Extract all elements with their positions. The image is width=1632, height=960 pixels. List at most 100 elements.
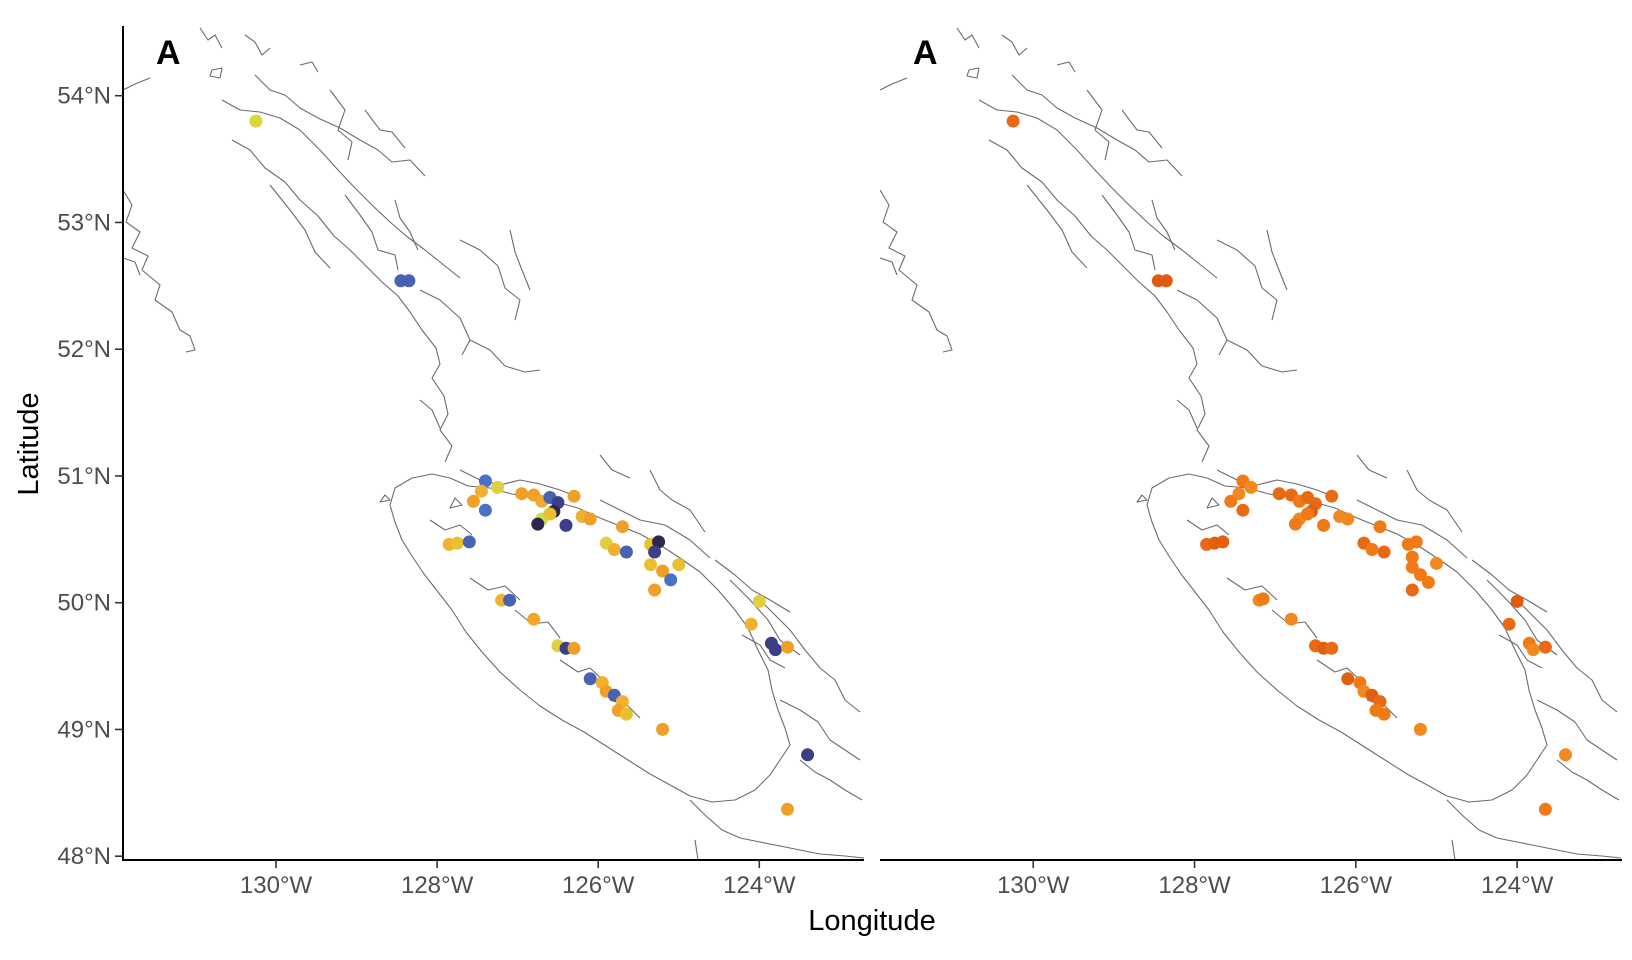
sample-point — [1325, 641, 1339, 655]
sample-point — [1526, 643, 1540, 657]
sample-point — [1502, 617, 1516, 631]
sample-point — [1409, 535, 1423, 549]
sample-point — [491, 480, 504, 494]
sample-point — [1421, 575, 1435, 589]
x-tick-label: 126°W — [562, 872, 635, 899]
sample-point — [474, 484, 488, 498]
sample-point — [752, 594, 766, 608]
x-tick-label: 126°W — [1320, 872, 1393, 899]
sample-point — [249, 114, 263, 128]
sample-point — [644, 558, 658, 572]
sample-point — [781, 640, 794, 654]
sample-point — [531, 517, 545, 531]
sample-point — [1325, 489, 1339, 503]
sample-point — [402, 274, 416, 288]
points-left — [249, 114, 815, 816]
sample-point — [583, 512, 597, 526]
y-tick-label: 50°N — [57, 590, 111, 617]
x-ticks-right: 130°W 128°W 126°W 124°W — [997, 860, 1554, 899]
coastline-right — [880, 27, 1622, 860]
x-tick-label: 130°W — [997, 872, 1070, 899]
sample-point — [503, 593, 517, 607]
map-panel-left: 54°N53°N52°N51°N50°N49°N48°N 130°W 128°W 1… — [57, 26, 864, 899]
sample-point — [450, 536, 464, 550]
sample-point — [801, 748, 815, 762]
y-axis-title: Latitude — [13, 392, 45, 495]
sample-point — [478, 503, 492, 517]
sample-point — [619, 545, 633, 559]
sample-point — [559, 518, 573, 532]
sample-point — [1216, 535, 1230, 549]
sample-point — [1341, 512, 1355, 526]
sample-point — [527, 612, 541, 626]
panel-label-right: A — [913, 34, 938, 72]
sample-point — [1232, 487, 1246, 501]
sample-point — [1405, 550, 1419, 564]
y-tick-label: 48°N — [57, 843, 111, 870]
x-tick-label: 128°W — [401, 872, 474, 899]
sample-point — [1236, 503, 1250, 517]
sample-point — [672, 558, 686, 572]
x-tick-label: 124°W — [1481, 872, 1554, 899]
sample-point — [1377, 707, 1391, 721]
sample-point — [1159, 274, 1173, 288]
sample-point — [1538, 802, 1552, 816]
sample-point — [1301, 507, 1314, 521]
sample-point — [607, 543, 621, 556]
y-tick-label: 49°N — [57, 716, 111, 743]
sample-point — [1006, 114, 1020, 128]
sample-point — [567, 641, 581, 655]
sample-point — [1341, 672, 1355, 686]
sample-point — [515, 487, 529, 501]
y-tick-label: 54°N — [57, 83, 111, 110]
sample-point — [466, 494, 480, 508]
sample-point — [1373, 520, 1387, 534]
sample-point — [1510, 594, 1524, 608]
coastline-left — [123, 27, 864, 860]
points-right — [1006, 114, 1572, 816]
sample-point — [1430, 556, 1443, 570]
y-tick-label: 53°N — [57, 209, 111, 236]
sample-point — [648, 583, 662, 597]
sample-point — [744, 617, 758, 631]
x-ticks-left: 130°W 128°W 126°W 124°W — [240, 860, 796, 899]
sample-point — [1377, 545, 1391, 559]
sample-point — [664, 573, 678, 587]
sample-point — [1224, 494, 1238, 508]
sample-point — [567, 489, 581, 503]
y-ticks-left: 54°N 53°N 52°N 51°N 50°N 49°N 48°N — [57, 83, 123, 870]
sample-point — [615, 520, 629, 534]
x-tick-label: 124°W — [723, 872, 796, 899]
sample-point — [656, 722, 670, 736]
sample-point — [1317, 518, 1331, 532]
sample-point — [478, 474, 492, 488]
sample-point — [583, 672, 597, 686]
sample-point — [656, 564, 670, 578]
sample-point — [1538, 640, 1552, 654]
x-axis-title: Longitude — [808, 905, 935, 937]
x-tick-label: 128°W — [1158, 872, 1231, 899]
sample-point — [1405, 583, 1419, 597]
sample-point — [1365, 543, 1379, 556]
sample-point — [1256, 592, 1270, 606]
x-tick-label: 130°W — [240, 872, 313, 899]
sample-point — [648, 545, 662, 559]
sample-point — [1272, 487, 1286, 501]
sample-point — [1284, 612, 1298, 626]
sample-point — [1405, 560, 1419, 574]
sample-point — [652, 535, 666, 549]
sample-point — [1413, 722, 1427, 736]
sample-point — [543, 507, 557, 521]
map-panel-right: 130°W 128°W 126°W 124°W A — [880, 27, 1622, 899]
sample-point — [1559, 748, 1572, 762]
y-tick-label: 51°N — [57, 463, 111, 490]
y-tick-label: 52°N — [57, 336, 111, 363]
sample-point — [781, 802, 794, 816]
panel-label-left: A — [156, 34, 181, 72]
sample-point — [619, 707, 633, 721]
sample-point — [1288, 517, 1302, 531]
sample-point — [462, 535, 476, 549]
sample-point — [1244, 480, 1258, 494]
sample-point — [768, 643, 782, 657]
